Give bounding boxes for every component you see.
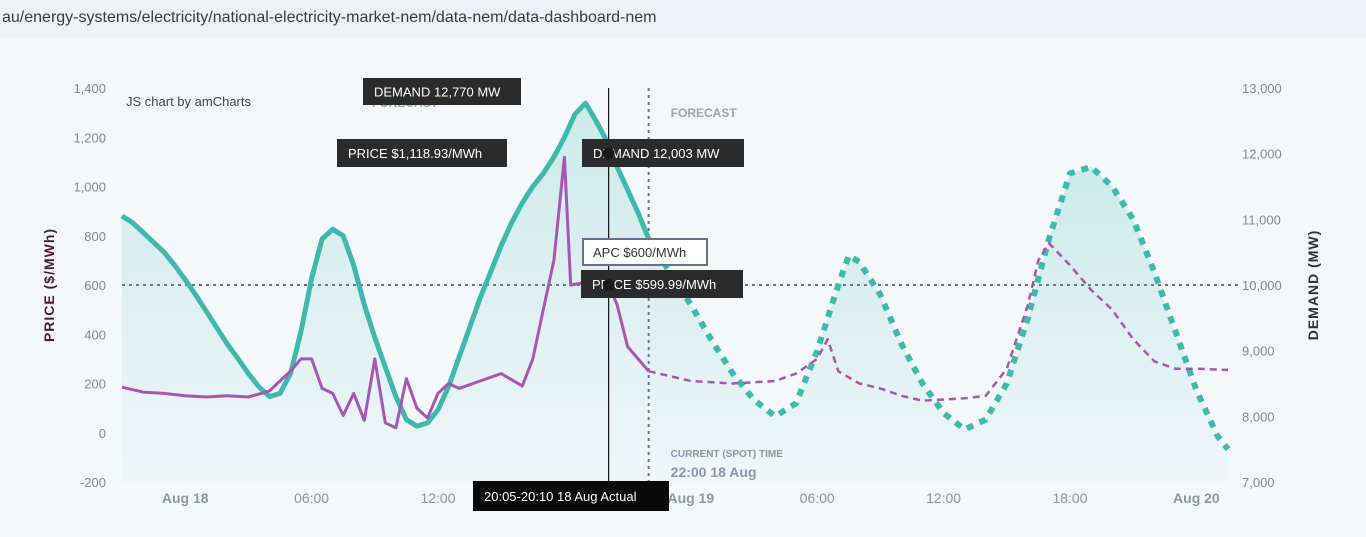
y-right-tick-label: 8,000 (1242, 409, 1275, 424)
address-bar[interactable]: au/energy-systems/electricity/national-e… (0, 0, 1366, 39)
demand-cursor-bullet (602, 147, 615, 160)
cursor-demand-tooltip-text: DEMAND 12,003 MW (593, 146, 720, 161)
y-left-tick-label: 0 (99, 426, 106, 441)
cursor-price-tooltip-text: PRICE $599.99/MWh (592, 277, 716, 292)
peak-demand-tooltip-text: DEMAND 12,770 MW (374, 85, 501, 100)
x-tick-label: Aug 20 (1173, 490, 1220, 506)
y-right-tick-label: 13,000 (1242, 81, 1282, 96)
x-tick-label: 06:00 (294, 490, 329, 506)
demand-line-forecast (646, 163, 1231, 452)
y-right-tick-label: 12,000 (1242, 147, 1282, 162)
y-left-tick-label: -200 (80, 475, 106, 490)
y-left-tick-label: 1,200 (73, 130, 106, 145)
page-url: au/energy-systems/electricity/national-e… (2, 9, 657, 26)
peak-demand-tooltip-box (363, 78, 521, 105)
cursor-time-tooltip-text: 20:05-20:10 18 Aug Actual (484, 489, 637, 504)
peak-price-tooltip-text: PRICE $1,118.93/MWh (348, 146, 482, 161)
price-demand-chart[interactable]: JS chart by amCharts 1,400 1,200 1,000 800 60… (0, 38, 1366, 532)
x-tick-label: Aug 18 (162, 490, 209, 506)
amcharts-credit: JS chart by amCharts (126, 94, 251, 109)
demand-line-actual (120, 100, 652, 429)
x-tick-label: Aug 19 (667, 490, 714, 506)
current-time-value: 22:00 18 Aug (671, 464, 757, 480)
forecast-label: FORECAST (671, 106, 738, 120)
apc-tooltip-text: APC $600/MWh (593, 245, 686, 260)
y-right-tick-label: 7,000 (1242, 475, 1275, 490)
price-line-forecast (648, 241, 1229, 402)
cursor-demand-tooltip-box (582, 139, 744, 167)
cursor-time-tooltip-box (473, 481, 669, 511)
price-cursor-bullet (602, 279, 615, 292)
y-right-tick-label: 9,000 (1242, 344, 1275, 359)
apc-tooltip-box (582, 238, 708, 266)
cursor-demand-tooltip: DEMAND 12,003 MW (582, 139, 744, 167)
y-right-axis-title: DEMAND (MW) (1305, 230, 1321, 341)
apc-tooltip: APC $600/MWh (582, 238, 708, 266)
y-left-tick-label: 1,000 (73, 180, 106, 195)
y-right-tick-label: 11,000 (1242, 212, 1281, 227)
current-time-title: CURRENT (SPOT) TIME (671, 449, 784, 460)
peak-price-tooltip: PRICE $1,118.93/MWh (337, 139, 507, 167)
peak-demand-tooltip: DEMAND 12,770 MW (363, 78, 521, 105)
x-tick-label: 06:00 (800, 490, 835, 506)
y-left-tick-label: 400 (84, 327, 106, 342)
chart-area: JS chart by amCharts 1,400 1,200 1,000 800 60… (0, 38, 1366, 532)
demand-area-actual (122, 103, 649, 482)
cursor-time-tooltip: 20:05-20:10 18 Aug Actual (473, 481, 669, 511)
y-left-axis-title: PRICE ($/MWh) (41, 228, 57, 342)
x-tick-label: 12:00 (420, 490, 455, 506)
peak-price-tooltip-box (337, 139, 507, 167)
y-right-tick-label: 10,000 (1242, 278, 1282, 293)
y-left-tick-label: 200 (84, 377, 106, 392)
y-left-tick-label: 800 (84, 229, 106, 244)
x-tick-label: 18:00 (1052, 490, 1087, 506)
x-tick-label: 12:00 (926, 490, 961, 506)
price-line-actual (121, 155, 650, 430)
y-left-tick-label: 600 (84, 278, 106, 293)
y-left-tick-label: 1,400 (73, 81, 106, 96)
demand-area-forecast (648, 166, 1228, 483)
